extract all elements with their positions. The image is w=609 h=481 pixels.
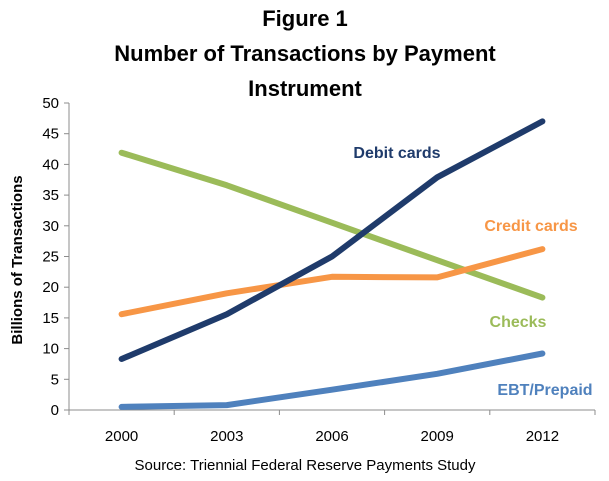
series-label-ebt-prepaid: EBT/Prepaid	[497, 382, 592, 399]
series-line-ebt-prepaid	[118, 350, 546, 410]
source-note: Source: Triennial Federal Reserve Paymen…	[135, 457, 476, 474]
y-tick-label: 25	[42, 249, 59, 266]
series-labels: Debit cards Credit cards Checks EBT/Prepaid	[353, 145, 592, 399]
y-tick-label: 0	[51, 402, 59, 419]
series-label-credit-cards: Credit cards	[484, 218, 577, 235]
x-tick-label: 2003	[210, 428, 243, 445]
y-tick-label: 30	[42, 218, 59, 235]
axes	[64, 102, 596, 415]
x-tick-label: 2012	[526, 428, 559, 445]
y-tick-label: 10	[42, 341, 59, 358]
series-line-credit-cards	[118, 246, 546, 318]
y-tick-label: 40	[42, 156, 59, 173]
x-tick-label: 2009	[421, 428, 454, 445]
y-tick-label: 20	[42, 279, 59, 296]
series-label-checks: Checks	[490, 314, 547, 331]
chart-title: Figure 1 Number of Transactions by Payme…	[114, 6, 496, 101]
x-axis-tick-labels: 2000 2003 2006 2009 2012	[105, 428, 559, 445]
series-line-checks	[118, 149, 546, 301]
x-tick-label: 2006	[315, 428, 348, 445]
chart-title-line-3: Instrument	[248, 76, 362, 101]
y-axis-tick-labels: 0 5 10 15 20 25 30 35 40 45 50	[42, 95, 59, 419]
y-tick-label: 5	[51, 371, 59, 388]
y-tick-label: 50	[42, 95, 59, 112]
series-line-debit-cards	[118, 118, 546, 362]
y-tick-label: 35	[42, 187, 59, 204]
y-tick-label: 45	[42, 126, 59, 143]
series-lines	[118, 118, 546, 410]
y-tick-label: 15	[42, 310, 59, 327]
chart-title-line-1: Figure 1	[262, 6, 348, 31]
series-label-debit-cards: Debit cards	[353, 145, 440, 162]
chart-title-line-2: Number of Transactions by Payment	[114, 41, 496, 66]
y-axis-title: Billions of Transactions	[9, 175, 26, 344]
x-tick-label: 2000	[105, 428, 138, 445]
